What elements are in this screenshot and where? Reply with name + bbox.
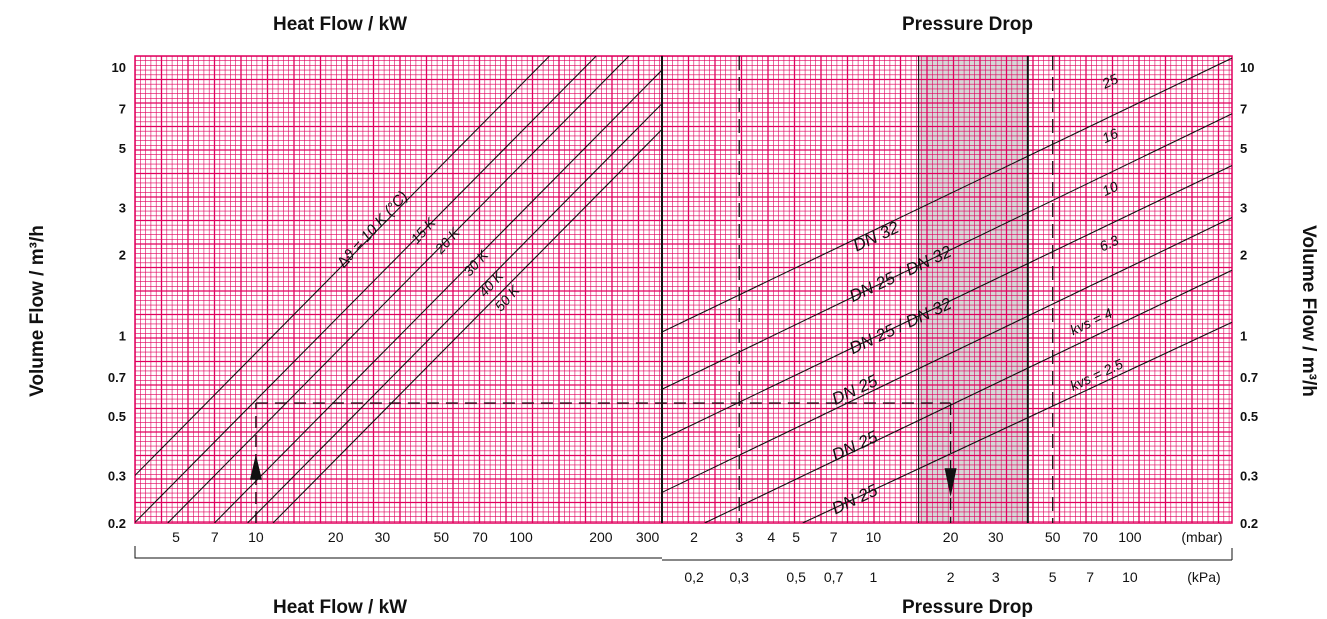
y-tick-left: 7	[119, 102, 126, 117]
x-tick-heat: 20	[328, 529, 344, 545]
x-tick-kpa: 3	[992, 569, 1000, 585]
x-tick-kpa: 10	[1122, 569, 1138, 585]
kvs-line-5	[802, 321, 1232, 523]
x-tick-kpa: 2	[947, 569, 955, 585]
right-bottom-title: Pressure Drop	[902, 597, 1033, 618]
y-tick-right: 0.5	[1240, 409, 1258, 424]
kvs-label-16: 16	[1100, 125, 1121, 146]
x-tick-heat: 5	[172, 529, 180, 545]
x-tick-kpa: 5	[1049, 569, 1057, 585]
y-tick-right: 0.7	[1240, 370, 1258, 385]
x-tick-kpa: 0,3	[729, 569, 749, 585]
kvs-line-0	[662, 57, 1232, 333]
x-tick-mbar: 100	[1118, 529, 1142, 545]
kvs-line-2	[662, 164, 1232, 440]
left-bottom-title: Heat Flow / kW	[273, 597, 408, 618]
x-tick-heat: 300	[636, 529, 660, 545]
heat-line-3	[214, 69, 662, 523]
y-tick-right: 5	[1240, 141, 1247, 156]
y-tick-right: 1	[1240, 328, 1247, 343]
kvs-line-3	[662, 217, 1232, 493]
y-tick-left: 3	[119, 200, 126, 215]
y-tick-left: 1	[119, 328, 126, 343]
heat-line-1	[135, 56, 597, 523]
x-tick-kpa: 7	[1086, 569, 1094, 585]
x-tick-heat: 10	[248, 529, 264, 545]
x-tick-heat: 50	[433, 529, 449, 545]
kvs-label-6-3: 6.3	[1097, 232, 1122, 255]
heat-line-5	[272, 129, 662, 523]
x-tick-mbar: 4	[767, 529, 775, 545]
y-tick-right: 10	[1240, 60, 1254, 75]
y-tick-left: 0.7	[108, 370, 126, 385]
x-tick-mbar: 2	[690, 529, 698, 545]
x-tick-mbar: 7	[830, 529, 838, 545]
x-tick-mbar: 30	[988, 529, 1004, 545]
y-tick-right: 3	[1240, 200, 1247, 215]
x-tick-mbar: 70	[1082, 529, 1098, 545]
x-tick-heat: 30	[375, 529, 391, 545]
y-tick-left: 2	[119, 248, 126, 263]
y-tick-left: 0.2	[108, 516, 126, 531]
x-tick-mbar: 3	[735, 529, 743, 545]
x-tick-heat: 70	[472, 529, 488, 545]
heat-line-0	[135, 56, 550, 476]
x-tick-heat: 7	[211, 529, 219, 545]
left-top-title: Heat Flow / kW	[273, 14, 408, 35]
x-tick-mbar: (mbar)	[1181, 529, 1222, 545]
y-tick-left: 5	[119, 141, 126, 156]
kvs-line-1	[662, 113, 1232, 390]
x-tick-mbar: 50	[1045, 529, 1061, 545]
y-tick-left: 0.5	[108, 409, 126, 424]
x-tick-mbar: 5	[792, 529, 800, 545]
heat-line-4	[247, 103, 662, 523]
y-tick-right: 7	[1240, 102, 1247, 117]
y-tick-left: 0.3	[108, 469, 126, 484]
heat-line-2	[167, 56, 630, 523]
x-tick-kpa: 0,5	[786, 569, 806, 585]
right-top-title: Pressure Drop	[902, 14, 1033, 35]
kvs-label-25: 25	[1099, 70, 1121, 92]
x-tick-heat: 200	[589, 529, 613, 545]
x-tick-kpa: (kPa)	[1187, 569, 1220, 585]
x-tick-heat: 100	[509, 529, 533, 545]
x-tick-kpa: 0,2	[684, 569, 704, 585]
x-tick-mbar: 10	[866, 529, 882, 545]
y-tick-right: 2	[1240, 248, 1247, 263]
heat-axis-bracket	[134, 546, 662, 559]
y-tick-left: 10	[112, 60, 126, 75]
x-tick-kpa: 1	[869, 569, 877, 585]
x-tick-kpa: 0,7	[824, 569, 844, 585]
arrow-down-icon	[944, 468, 957, 497]
kvs-line-4	[704, 269, 1232, 523]
grid-left	[135, 56, 662, 523]
x-tick-mbar: 20	[943, 529, 959, 545]
kvs-label-10: 10	[1100, 178, 1121, 199]
grid-right	[662, 56, 1232, 523]
arrow-up-icon	[249, 454, 262, 480]
y-tick-right: 0.3	[1240, 469, 1258, 484]
y-tick-right: 0.2	[1240, 516, 1258, 531]
